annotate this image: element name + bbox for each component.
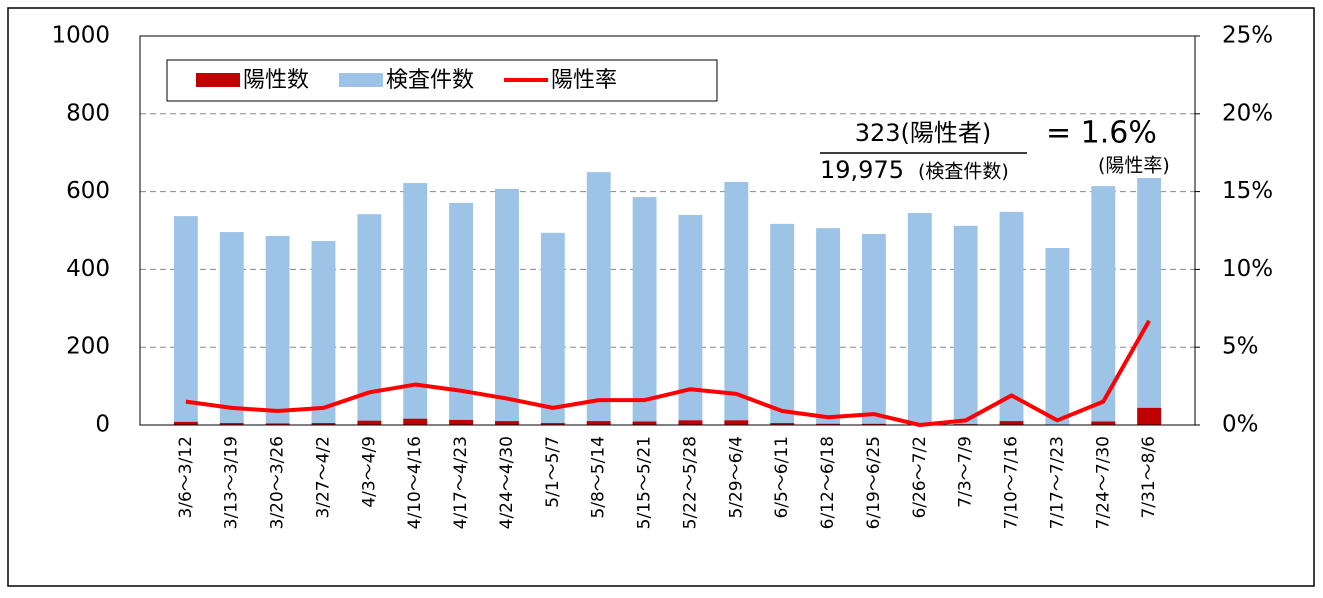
legend-swatch: [196, 73, 240, 87]
bar: [449, 420, 473, 425]
x-tick-label: 5/22～5/28: [680, 436, 700, 529]
bar: [587, 421, 611, 425]
x-tick-label: 7/31～8/6: [1139, 436, 1159, 519]
bar: [541, 233, 565, 425]
annotation: = 1.6%: [1046, 116, 1157, 151]
y2-tick-label: 5%: [1222, 334, 1259, 360]
legend-label: 陽性数: [243, 68, 309, 93]
bar: [633, 421, 657, 425]
bar: [403, 183, 427, 425]
y-tick-label: 1000: [51, 23, 110, 49]
y2-tick-label: 20%: [1222, 100, 1273, 126]
x-tick-label: 7/17～7/23: [1047, 436, 1067, 529]
bar: [266, 236, 290, 425]
legend-label: 検査件数: [386, 68, 474, 93]
y-tick-label: 200: [66, 334, 110, 360]
y2-tick-label: 0%: [1222, 412, 1259, 438]
y-tick-label: 800: [66, 100, 110, 126]
bar: [679, 420, 703, 425]
bar: [174, 216, 198, 425]
x-tick-label: 5/1～5/7: [543, 436, 563, 508]
x-tick-label: 3/6～3/12: [176, 436, 196, 519]
x-tick-label: 7/24～7/30: [1093, 436, 1113, 529]
bar: [495, 189, 519, 425]
x-tick-label: 3/20～3/26: [268, 436, 288, 529]
bar: [403, 419, 427, 425]
y-tick-label: 400: [66, 256, 110, 282]
bar: [862, 234, 886, 425]
legend-swatch: [339, 73, 383, 87]
bar: [1000, 421, 1024, 425]
x-tick-label: 6/19～6/25: [864, 436, 884, 529]
x-tick-label: 7/3～7/9: [956, 436, 976, 508]
x-tick-label: 4/24～4/30: [497, 436, 517, 529]
bar: [633, 197, 657, 425]
x-tick-label: 5/8～5/14: [589, 436, 609, 519]
x-tick-label: 7/10～7/16: [1002, 436, 1022, 529]
x-tick-label: 4/17～4/23: [451, 436, 471, 529]
bar: [220, 232, 244, 425]
annotation: 19,975: [820, 156, 904, 184]
x-tick-label: 6/5～6/11: [772, 436, 792, 519]
bar: [1000, 212, 1024, 425]
y2-tick-label: 25%: [1222, 23, 1273, 49]
x-tick-label: 4/10～4/16: [405, 436, 425, 529]
x-tick-label: 5/29～6/4: [726, 436, 746, 519]
bar: [679, 215, 703, 425]
bar: [770, 224, 794, 425]
bar: [954, 226, 978, 425]
bar: [1137, 408, 1161, 425]
x-tick-label: 6/12～6/18: [818, 436, 838, 529]
annotation: (検査件数): [918, 161, 1009, 183]
bar: [312, 241, 336, 425]
annotation: (陽性率): [1098, 155, 1170, 177]
y2-tick-label: 15%: [1222, 178, 1273, 204]
x-tick-label: 6/26～7/2: [910, 436, 930, 519]
bar: [587, 172, 611, 425]
bar: [724, 420, 748, 425]
bar: [357, 421, 381, 425]
bar: [816, 228, 840, 425]
bar: [495, 421, 519, 425]
x-tick-label: 4/3～4/9: [359, 436, 379, 508]
y-tick-label: 0: [95, 412, 110, 438]
bar: [1045, 248, 1069, 425]
bar: [724, 182, 748, 425]
legend: 陽性数 検査件数 陽性率: [196, 68, 617, 93]
legend-label: 陽性率: [551, 68, 617, 93]
y-tick-label: 600: [66, 178, 110, 204]
x-tick-label: 3/27～4/2: [313, 436, 333, 519]
annotation: 323(陽性者): [855, 119, 992, 147]
x-tick-label: 3/13～3/19: [222, 436, 242, 529]
x-tick-label: 5/15～5/21: [635, 436, 655, 529]
bar: [1137, 170, 1161, 425]
y2-tick-label: 10%: [1222, 256, 1273, 282]
bar: [1091, 421, 1115, 425]
bar: [908, 213, 932, 425]
